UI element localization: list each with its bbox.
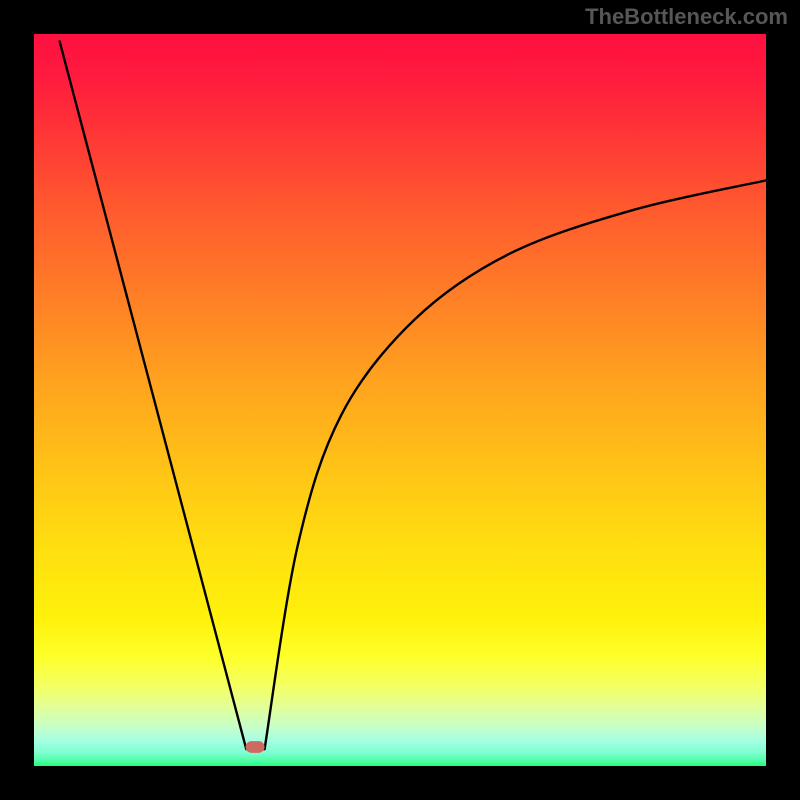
optimum-marker — [246, 741, 265, 753]
watermark-text: TheBottleneck.com — [585, 4, 788, 30]
bottleneck-curve — [60, 41, 766, 749]
plot-area — [34, 34, 766, 766]
plot-overlay — [34, 34, 766, 766]
chart-container: TheBottleneck.com — [0, 0, 800, 800]
